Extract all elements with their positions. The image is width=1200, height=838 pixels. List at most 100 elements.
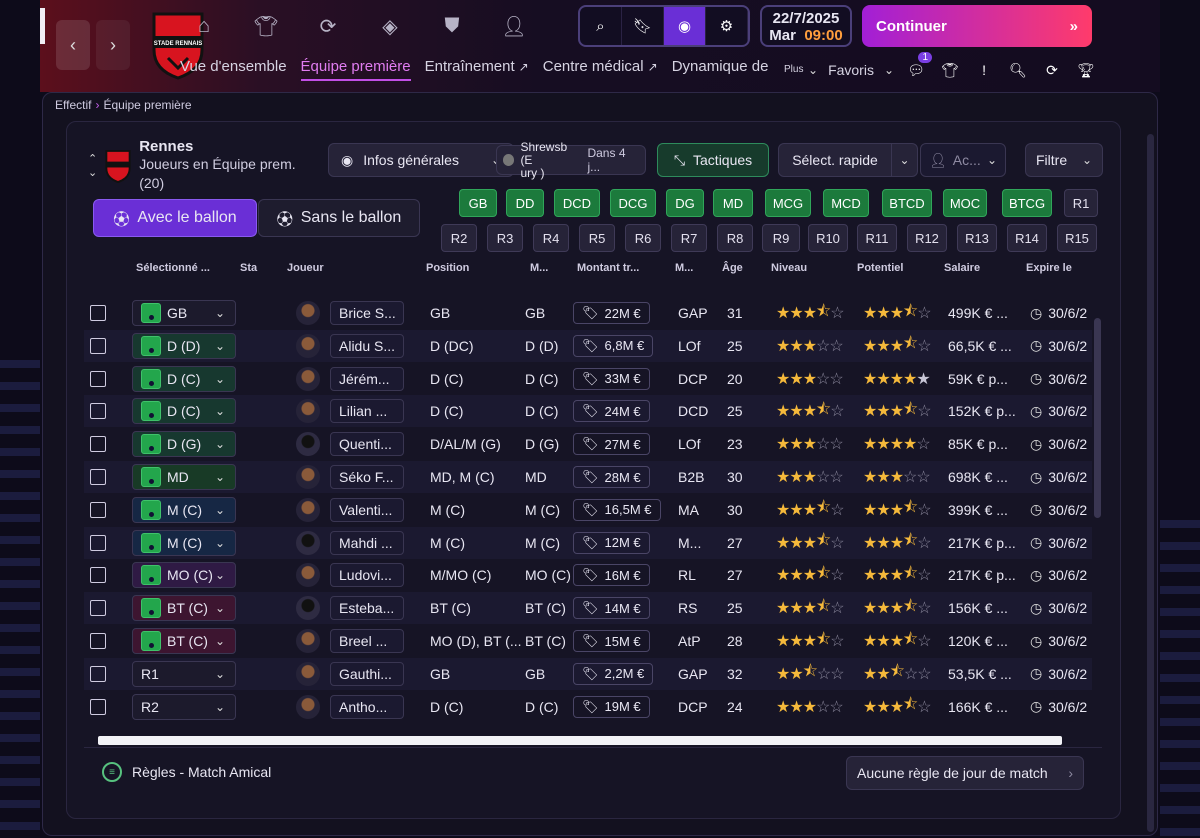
home-icon[interactable]: ⌂ — [197, 14, 211, 37]
favorites-chevron-icon[interactable]: ⌄ — [883, 63, 895, 77]
messages-icon[interactable]: 💬︎ 1 — [904, 52, 933, 82]
selection-dropdown[interactable]: D (G) ⌄ — [132, 431, 236, 458]
table-row[interactable]: D (D) ⌄ Alidu S... D (DC) D (D) 🏷︎ 6,8M €… — [84, 329, 1092, 362]
player-name[interactable]: Séko F... — [330, 465, 404, 489]
position-filter-r1[interactable]: R1 — [1064, 189, 1098, 217]
player-name[interactable]: Brice S... — [330, 301, 404, 325]
tactics-button[interactable]: ⤡ Tactiques — [657, 143, 769, 177]
search-icon[interactable]: ⌕ — [580, 7, 622, 45]
vertical-scrollbar[interactable] — [1147, 134, 1154, 832]
position-filter-r2[interactable]: R2 — [441, 224, 477, 252]
row-checkbox[interactable] — [90, 305, 106, 321]
row-checkbox[interactable] — [90, 501, 106, 518]
table-row[interactable]: BT (C) ⌄ Breel ... MO (D), BT (... BT (C… — [84, 625, 1092, 657]
selection-dropdown[interactable]: MO (C) ⌄ — [132, 562, 236, 589]
tab-4[interactable]: Dynamique de — [672, 58, 769, 81]
scout-icon[interactable]: 🔍︎ — [1009, 61, 1027, 78]
position-filter-dg[interactable]: DG — [666, 189, 704, 217]
table-row[interactable]: D (G) ⌄ Quenti... D/AL/M (G) D (G) 🏷︎ 27M… — [84, 428, 1092, 460]
position-filter-r5[interactable]: R5 — [579, 224, 615, 252]
position-filter-moc[interactable]: MOC — [943, 189, 987, 217]
gear-icon[interactable]: ⚙ — [706, 7, 748, 45]
row-checkbox[interactable] — [90, 567, 106, 584]
table-row[interactable]: GB ⌄ Brice S... GB GB 🏷︎ 22M € GAP 31 499… — [84, 297, 1092, 329]
row-checkbox[interactable] — [90, 665, 106, 682]
position-filter-gb[interactable]: GB — [459, 189, 497, 217]
selection-dropdown[interactable]: D (C) ⌄ — [132, 398, 236, 425]
col-age[interactable]: Âge — [722, 262, 743, 274]
col-potential[interactable]: Potentiel — [857, 262, 904, 274]
staff-icon[interactable]: 👤︎ — [501, 15, 527, 38]
selection-dropdown[interactable]: GB ⌄ — [132, 300, 236, 326]
selection-dropdown[interactable]: M (C) ⌄ — [132, 529, 236, 556]
row-checkbox[interactable] — [90, 534, 106, 551]
transfer-fee-badge[interactable]: 🏷︎ 6,8M € — [573, 334, 654, 357]
player-name[interactable]: Alidu S... — [330, 333, 404, 358]
view-select[interactable]: ◉ Infos générales ⌄ — [328, 143, 514, 177]
position-filter-r11[interactable]: R11 — [857, 224, 897, 252]
table-row[interactable]: R2 ⌄ Antho... D (C) D (C) 🏷︎ 19M € DCP 24… — [84, 691, 1092, 723]
position-filter-mcd[interactable]: MCD — [823, 189, 869, 217]
quick-select-chevron-icon[interactable]: ⌄ — [891, 144, 917, 176]
chevron-down-icon[interactable]: ⌄ — [808, 63, 819, 77]
table-scrollbar[interactable] — [1094, 318, 1101, 518]
transfer-fee-badge[interactable]: 🏷︎ 12M € — [573, 531, 650, 554]
matchday-rules-button[interactable]: Aucune règle de jour de match › — [846, 756, 1084, 790]
player-name[interactable]: Gauthi... — [330, 661, 404, 686]
col-expires[interactable]: Expire le — [1026, 262, 1072, 274]
prev-team-icon[interactable]: ⌃ — [88, 152, 98, 165]
table-row[interactable]: MD ⌄ Séko F... MD, M (C) MD 🏷︎ 28M € B2B … — [84, 461, 1092, 493]
transfer-fee-badge[interactable]: 🏷︎ 22M € — [573, 302, 650, 324]
col-match-position[interactable]: M... — [530, 262, 549, 274]
row-checkbox[interactable] — [90, 337, 106, 354]
position-filter-r9[interactable]: R9 — [762, 224, 800, 252]
position-filter-r4[interactable]: R4 — [533, 224, 569, 252]
shield-icon[interactable]: ⛊ — [444, 14, 460, 37]
selection-dropdown[interactable]: BT (C) ⌄ — [132, 595, 236, 622]
col-level[interactable]: Niveau — [771, 262, 808, 274]
position-filter-r13[interactable]: R13 — [957, 224, 997, 252]
player-name[interactable]: Ludovi... — [330, 563, 404, 588]
row-checkbox[interactable] — [90, 633, 106, 649]
date-box[interactable]: 22/7/2025 Mar 09:00 — [760, 5, 852, 47]
position-filter-r6[interactable]: R6 — [625, 224, 661, 252]
transfer-fee-badge[interactable]: 🏷︎ 16M € — [573, 564, 650, 587]
table-row[interactable]: M (C) ⌄ Mahdi ... M (C) M (C) 🏷︎ 12M € M.… — [84, 526, 1092, 559]
position-filter-r8[interactable]: R8 — [717, 224, 753, 252]
transfer-fee-badge[interactable]: 🏷︎ 15M € — [573, 630, 650, 652]
forward-button[interactable]: › — [96, 20, 130, 70]
tab-0[interactable]: Vue d'ensemble — [180, 58, 287, 81]
transfer-fee-badge[interactable]: 🏷︎ 24M € — [573, 400, 650, 423]
sync-icon[interactable]: ⟳ — [1046, 61, 1058, 78]
col-salary[interactable]: Salaire — [944, 262, 981, 274]
tab-2[interactable]: Entraînement ↗ — [425, 58, 529, 81]
table-row[interactable]: MO (C) ⌄ Ludovi... M/MO (C) MO (C) 🏷︎ 16M… — [84, 559, 1092, 591]
kit-icon[interactable]: 👕︎ — [941, 61, 959, 78]
actions-button[interactable]: 👤︎ Ac... ⌄ — [920, 143, 1006, 177]
position-filter-r3[interactable]: R3 — [487, 224, 523, 252]
shirt-icon[interactable]: 👕︎ — [253, 15, 279, 38]
position-filter-r14[interactable]: R14 — [1007, 224, 1047, 252]
trophy-icon[interactable]: 🏆︎ — [1077, 61, 1095, 78]
position-filter-r15[interactable]: R15 — [1057, 224, 1097, 252]
transfer-fee-badge[interactable]: 🏷︎ 16,5M € — [573, 498, 661, 521]
selection-dropdown[interactable]: BT (C) ⌄ — [132, 628, 236, 654]
selection-dropdown[interactable]: R2 ⌄ — [132, 693, 236, 720]
club-crest-icon[interactable]: STADE RENNAIS — [150, 10, 206, 80]
col-status[interactable]: Sta — [240, 262, 258, 274]
player-name[interactable]: Lilian ... — [330, 399, 404, 424]
player-name[interactable]: Esteba... — [330, 596, 404, 621]
position-filter-dcd[interactable]: DCD — [554, 189, 600, 217]
selection-dropdown[interactable]: D (D) ⌄ — [132, 332, 236, 359]
selection-dropdown[interactable]: D (C) ⌄ — [132, 365, 236, 392]
table-row[interactable]: D (C) ⌄ Jérém... D (C) D (C) 🏷︎ 33M € DCP… — [84, 363, 1092, 395]
position-filter-r10[interactable]: R10 — [808, 224, 848, 252]
col-fee[interactable]: Montant tr... — [577, 262, 640, 274]
position-filter-r12[interactable]: R12 — [907, 224, 947, 252]
transfer-fee-badge[interactable]: 🏷︎ 19M € — [573, 695, 650, 718]
match-rules[interactable]: ≡ Règles - Match Amical — [102, 762, 271, 782]
position-filter-btcg[interactable]: BTCG — [1002, 189, 1052, 217]
position-filter-mcg[interactable]: MCG — [765, 189, 811, 217]
player-name[interactable]: Valenti... — [330, 497, 404, 522]
transfer-fee-badge[interactable]: 🏷︎ 14M € — [573, 597, 650, 620]
